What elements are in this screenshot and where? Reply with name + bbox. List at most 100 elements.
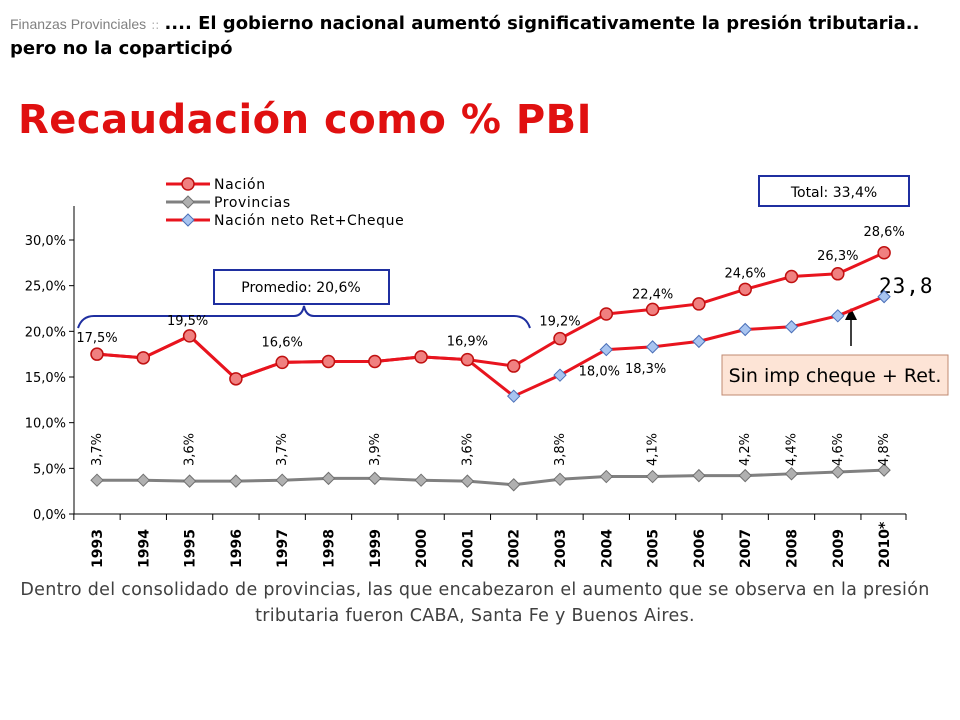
nacion-marker <box>831 267 845 281</box>
nacion-marker <box>738 282 752 297</box>
provincias-marker <box>877 463 891 477</box>
nacion-marker <box>414 350 428 364</box>
provincias-marker <box>321 471 336 486</box>
neto-marker <box>599 342 614 357</box>
nacion-marker <box>506 359 521 373</box>
y-tick-label: 30,0% <box>25 234 66 249</box>
provincias-marker <box>831 465 845 479</box>
provincias-data-label: 3,6% <box>183 433 198 466</box>
callout-label: Sin imp cheque + Ret. <box>729 365 942 387</box>
nacion-data-label: 17,5% <box>76 331 117 346</box>
neto-data-label: 18,3% <box>625 362 666 377</box>
y-tick-label: 5,0% <box>33 462 66 477</box>
provincias-marker <box>90 473 104 487</box>
nacion-marker <box>784 269 799 284</box>
provincias-marker <box>229 474 243 488</box>
promedio-label: Promedio: 20,6% <box>241 280 360 296</box>
nacion-marker <box>553 331 567 346</box>
provincias-marker <box>368 471 382 486</box>
page-title: Recaudación como % PBI <box>18 97 593 143</box>
nacion-data-label: 19,2% <box>539 315 580 330</box>
x-tick-label: 2005 <box>646 529 662 568</box>
legend-label: Nación neto Ret+Cheque <box>214 213 404 229</box>
y-tick-label: 25,0% <box>25 280 66 295</box>
x-tick-label: 1998 <box>322 529 338 568</box>
neto-data-label: 18,0% <box>579 365 620 380</box>
provincias-marker <box>645 469 660 484</box>
neto-marker <box>692 334 706 349</box>
provincias-marker <box>182 474 197 488</box>
series-line-1 <box>97 468 885 487</box>
x-tick-label: 2004 <box>599 529 615 568</box>
nacion-data-label: 24,6% <box>725 266 766 281</box>
nacion-marker <box>460 352 475 367</box>
nacion-marker <box>136 351 151 365</box>
provincias-marker <box>553 472 567 487</box>
x-tick-label: 2008 <box>785 529 801 568</box>
section-label: Finanzas Provinciales <box>10 16 147 32</box>
x-tick-label: 1999 <box>368 529 384 568</box>
nacion-marker <box>182 329 197 343</box>
nacion-marker <box>368 354 382 369</box>
nacion-marker <box>321 354 336 369</box>
series-lines <box>96 251 885 487</box>
provincias-data-label: 3,6% <box>460 433 475 466</box>
provincias-marker <box>738 468 752 483</box>
headline: .... El gobierno nacional aumentó signif… <box>10 13 920 59</box>
footer-text: Dentro del consolidado de provincias, la… <box>20 580 930 626</box>
nacion-marker <box>90 347 104 361</box>
legend-label: Nación <box>214 177 266 193</box>
x-tick-label: 2000 <box>414 529 430 568</box>
neto-marker <box>645 340 660 354</box>
x-tick-label: 2001 <box>460 529 476 568</box>
nacion-data-label: 26,3% <box>817 249 858 264</box>
total-box <box>758 175 910 207</box>
y-tick-label: 20,0% <box>25 325 66 340</box>
x-axis: 1993 1994 1995 1996 1997 1998 1999 2000 2001 2002… <box>73 514 893 568</box>
neto-marker <box>553 368 567 382</box>
header: Finanzas Provinciales :: .... El gobiern… <box>10 12 940 61</box>
neto-marker <box>506 389 521 403</box>
total-label: Total: 33,4% <box>790 185 877 201</box>
legend-marker <box>181 213 195 227</box>
provincias-data-label: 3,7% <box>90 433 105 466</box>
x-tick-label: 1993 <box>90 529 106 568</box>
callout-box <box>721 354 949 396</box>
legend-marker <box>181 195 195 209</box>
x-tick-label: 2010* <box>877 521 893 568</box>
x-tick-label: 2002 <box>507 529 523 568</box>
nacion-marker <box>275 355 289 370</box>
provincias-marker <box>414 473 428 487</box>
neto-marker <box>784 320 799 334</box>
average-brace <box>77 305 531 329</box>
nacion-marker <box>877 246 891 260</box>
neto-marker <box>831 309 845 323</box>
provincias-data-label: 3,7% <box>275 433 290 466</box>
provincias-data-label: 4,1% <box>646 433 661 466</box>
x-tick-label: 2009 <box>831 529 847 568</box>
x-tick-label: 1995 <box>183 529 199 568</box>
nacion-data-label: 16,9% <box>447 335 488 350</box>
provincias-data-label: 3,8% <box>553 433 568 466</box>
provincias-data-label: 3,9% <box>368 433 383 466</box>
x-tick-label: 1994 <box>136 529 152 568</box>
x-tick-label: 2006 <box>692 529 708 568</box>
provincias-marker <box>460 474 475 488</box>
provincias-data-label: 4,6% <box>831 433 846 466</box>
x-tick-label: 1996 <box>229 529 245 568</box>
x-tick-label: 1997 <box>275 529 291 568</box>
series-markers <box>90 246 891 492</box>
promedio-box <box>213 269 390 305</box>
neto-marker <box>877 289 891 304</box>
y-tick-label: 0,0% <box>33 508 66 523</box>
y-axis: 0,0% 5,0% 10,0% 15,0% 20,0% 25,0% 30,0% <box>25 206 907 523</box>
legend: Nación Provincias Nación neto Ret+Cheque <box>166 177 404 229</box>
provincias-marker <box>506 478 521 492</box>
data-labels: 17,5% 19,5% 16,6% 16,9% 19,2% 22,4% 24,6% 26,3%… <box>76 225 904 466</box>
nacion-data-label: 19,5% <box>167 314 208 329</box>
x-tick-label: 2007 <box>738 529 754 568</box>
provincias-marker <box>692 468 706 483</box>
provincias-data-label: 4,4% <box>785 433 800 466</box>
y-tick-label: 10,0% <box>25 417 66 432</box>
